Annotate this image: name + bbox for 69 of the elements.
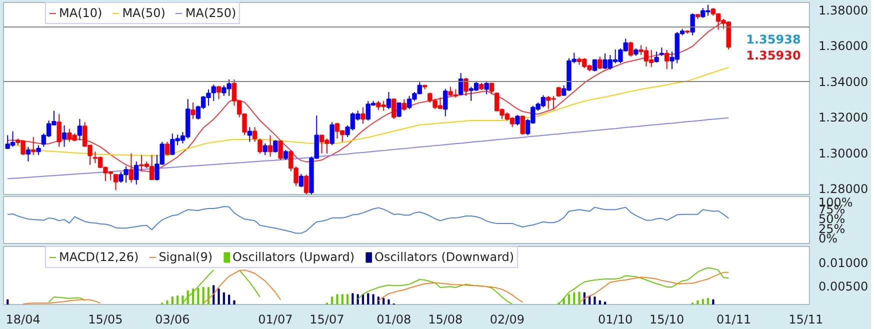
legend-label: Oscillators (Upward) — [232, 250, 355, 264]
y-tick-label: 1.28000 — [818, 182, 868, 196]
candlestick — [247, 126, 252, 142]
candlestick — [520, 115, 525, 136]
candlestick — [258, 138, 262, 154]
candlestick — [190, 102, 196, 120]
candlestick — [273, 140, 278, 153]
x-tick-label: 15/05 — [88, 312, 123, 326]
line-series — [7, 117, 730, 180]
candlestick — [360, 106, 366, 124]
candlestick — [484, 82, 489, 95]
candlestick — [386, 91, 392, 110]
annotation: 1.35930 — [746, 48, 801, 62]
y-tick-label: 1.38000 — [818, 4, 868, 18]
x-tick-label: 18/04 — [6, 312, 40, 326]
y-tick-label: 0.01000 — [818, 256, 868, 270]
line-series — [7, 206, 730, 234]
candlestick — [164, 141, 170, 156]
annotation: 1.35938 — [746, 32, 801, 46]
candlestick — [283, 150, 288, 160]
candlestick — [304, 174, 309, 194]
candlestick — [396, 102, 402, 118]
y-tick-label: 1.30000 — [818, 146, 868, 160]
x-tick-label: 01/10 — [598, 312, 633, 326]
legend-label: Signal(9) — [158, 250, 213, 264]
candlestick — [515, 114, 520, 126]
candlestick — [134, 160, 139, 185]
legend-label: MACD(12,26) — [59, 250, 139, 264]
candlestick — [128, 152, 134, 184]
candlestick — [392, 98, 396, 120]
candlestick — [26, 146, 31, 162]
x-tick-label: 01/08 — [376, 312, 412, 326]
candlestick — [278, 140, 283, 160]
candlestick — [298, 173, 304, 188]
x-tick-label: 02/09 — [490, 312, 524, 326]
candlestick — [664, 50, 670, 70]
candlestick — [402, 98, 407, 112]
y-tick-label: 1.34000 — [818, 74, 868, 89]
y-tick-label: 0.00500 — [818, 280, 868, 294]
candlestick — [690, 12, 695, 36]
candlestick — [464, 77, 468, 96]
legend-label: MA(10) — [59, 6, 102, 20]
candlestick — [598, 56, 602, 70]
candlestick — [262, 142, 268, 156]
x-tick-label: 15/07 — [310, 312, 344, 326]
x-tick-label: 15/10 — [650, 312, 684, 326]
y-tick-label: 1.32000 — [818, 110, 868, 125]
legend-label: MA(250) — [185, 6, 236, 20]
candlestick — [443, 88, 448, 117]
candlestick — [113, 173, 118, 191]
candlestick — [252, 126, 258, 142]
candlestick — [62, 124, 67, 148]
candlestick — [56, 113, 62, 148]
x-tick-label: 01/11 — [716, 312, 752, 326]
x-tick-label: 15/08 — [428, 312, 463, 326]
candlestick — [216, 86, 222, 100]
candlestick — [77, 118, 82, 141]
legend-label: Oscillators (Downward) — [374, 250, 514, 264]
legend-label: MA(50) — [122, 6, 166, 20]
candlestick — [268, 134, 273, 158]
x-tick-label: 15/11 — [788, 312, 824, 326]
candlestick — [330, 122, 334, 146]
y-tick-label: 1.36000 — [818, 39, 868, 54]
x-tick-label: 03/06 — [155, 312, 190, 326]
candlestick — [31, 136, 36, 156]
candlestick — [654, 51, 659, 64]
candlestick — [36, 144, 41, 156]
x-tick-label: 01/07 — [258, 312, 293, 326]
candlestick — [628, 41, 634, 58]
